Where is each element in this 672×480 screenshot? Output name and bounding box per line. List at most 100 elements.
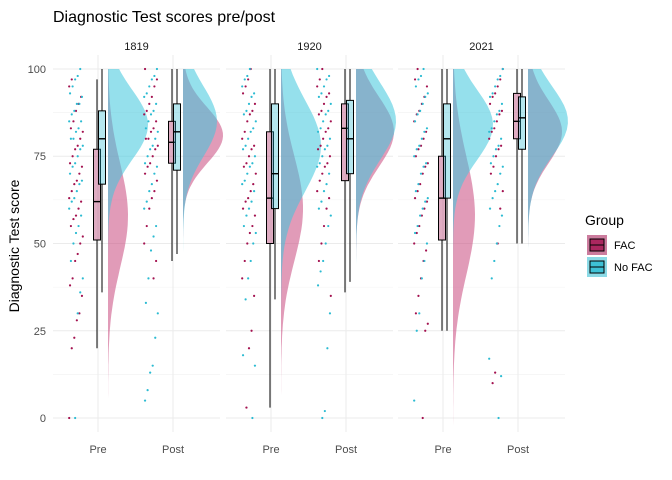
data-point-no-fac <box>327 110 329 112</box>
box <box>272 104 279 209</box>
data-point-no-fac <box>81 180 83 182</box>
data-point-no-fac <box>143 96 145 98</box>
data-point-no-fac <box>499 173 501 175</box>
data-point-fac <box>319 180 321 182</box>
data-point-no-fac <box>497 417 499 419</box>
data-point-no-fac <box>246 75 248 77</box>
data-point-no-fac <box>82 277 84 279</box>
data-point-no-fac <box>143 207 145 209</box>
data-point-no-fac <box>250 96 252 98</box>
data-point-fac <box>78 173 80 175</box>
data-point-fac <box>82 131 84 133</box>
data-point-no-fac <box>319 162 321 164</box>
data-point-no-fac <box>422 207 424 209</box>
data-point-no-fac <box>74 417 76 419</box>
data-point-fac <box>254 214 256 216</box>
legend-label: FAC <box>614 240 635 252</box>
data-point-no-fac <box>242 148 244 150</box>
data-point-fac <box>68 85 70 87</box>
data-point-no-fac <box>156 166 158 168</box>
data-point-fac <box>320 145 322 147</box>
data-point-fac <box>322 138 324 140</box>
data-point-no-fac <box>74 78 76 80</box>
data-point-no-fac <box>155 225 157 227</box>
data-point-fac <box>143 113 145 115</box>
data-point-fac <box>415 312 417 314</box>
data-point-no-fac <box>321 155 323 157</box>
data-point-no-fac <box>148 85 150 87</box>
data-point-fac <box>323 225 325 227</box>
data-point-no-fac <box>244 180 246 182</box>
data-point-fac <box>494 92 496 94</box>
data-point-no-fac <box>322 120 324 122</box>
data-point-fac <box>72 155 74 157</box>
data-point-no-fac <box>494 85 496 87</box>
box <box>444 104 451 198</box>
data-point-fac <box>318 113 320 115</box>
data-point-no-fac <box>499 75 501 77</box>
data-point-fac <box>492 166 494 168</box>
y-tick-label: 75 <box>34 151 46 163</box>
data-point-no-fac <box>146 92 148 94</box>
data-point-fac <box>414 197 416 199</box>
data-point-no-fac <box>324 410 326 412</box>
data-point-no-fac <box>427 197 429 199</box>
data-point-no-fac <box>330 214 332 216</box>
data-point-no-fac <box>326 347 328 349</box>
data-point-no-fac <box>419 110 421 112</box>
data-point-no-fac <box>152 235 154 237</box>
data-point-fac <box>157 145 159 147</box>
data-point-fac <box>153 85 155 87</box>
data-point-no-fac <box>72 166 74 168</box>
data-point-no-fac <box>424 96 426 98</box>
data-point-no-fac <box>418 145 420 147</box>
data-point-no-fac <box>248 103 250 105</box>
data-point-no-fac <box>423 260 425 262</box>
data-point-no-fac <box>245 110 247 112</box>
data-point-no-fac <box>323 85 325 87</box>
data-point-fac <box>241 277 243 279</box>
data-point-no-fac <box>502 166 504 168</box>
data-point-no-fac <box>496 242 498 244</box>
data-point-fac <box>422 417 424 419</box>
data-point-no-fac <box>69 92 71 94</box>
data-point-no-fac <box>417 225 419 227</box>
density-post-no-fac <box>356 69 396 425</box>
data-point-fac <box>71 78 73 80</box>
data-point-no-fac <box>71 201 73 203</box>
data-point-no-fac <box>154 138 156 140</box>
data-point-fac <box>325 131 327 133</box>
x-tick-label-post: Post <box>162 444 184 456</box>
data-point-no-fac <box>329 312 331 314</box>
data-point-no-fac <box>420 173 422 175</box>
box <box>99 111 106 184</box>
data-point-fac <box>499 78 501 80</box>
data-point-no-fac <box>70 260 72 262</box>
data-point-no-fac <box>147 389 149 391</box>
data-point-no-fac <box>321 417 323 419</box>
data-point-no-fac <box>316 166 318 168</box>
x-tick-label-pre: Pre <box>262 444 279 456</box>
data-point-no-fac <box>414 120 416 122</box>
data-point-fac <box>148 207 150 209</box>
data-point-no-fac <box>72 242 74 244</box>
data-point-fac <box>82 235 84 237</box>
data-point-no-fac <box>245 145 247 147</box>
data-point-no-fac <box>152 365 154 367</box>
data-point-no-fac <box>502 68 504 70</box>
data-point-no-fac <box>325 183 327 185</box>
data-point-fac <box>69 284 71 286</box>
data-point-no-fac <box>75 232 77 234</box>
data-point-fac <box>250 148 252 150</box>
data-point-fac <box>152 127 154 129</box>
data-point-no-fac <box>317 131 319 133</box>
data-point-fac <box>68 197 70 199</box>
data-point-fac <box>245 162 247 164</box>
data-point-no-fac <box>250 131 252 133</box>
y-tick-label: 100 <box>28 64 46 76</box>
data-point-no-fac <box>419 214 421 216</box>
data-point-no-fac <box>78 183 80 185</box>
data-point-no-fac <box>421 138 423 140</box>
data-point-fac <box>241 138 243 140</box>
